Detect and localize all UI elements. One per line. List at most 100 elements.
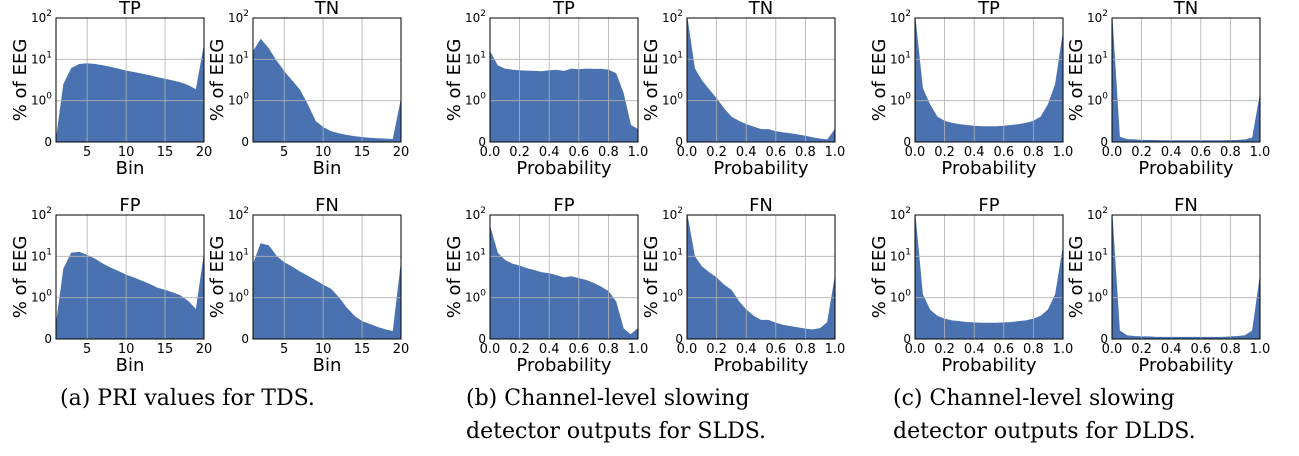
y-tick-label: 101 [890,50,911,66]
x-tick-label: 1.0 [825,342,846,357]
y-tick-label: 102 [1087,9,1108,25]
x-tick-label: 0.8 [598,145,619,160]
x-tick-label: 0.8 [1220,342,1241,357]
x-axis-label: Bin [313,158,342,179]
y-tick-label: 0 [241,332,249,346]
panel-title: TP [118,0,141,19]
panel-title: TN [1173,0,1198,19]
y-tick-label: 101 [465,50,486,66]
y-tick-label: 100 [465,289,486,305]
chart-panel-a-3: FP 5 10 15 20 Bin 0 100 101 102% of EEG [10,195,212,376]
x-tick-label: 0.6 [993,342,1014,357]
y-tick-label: 100 [662,289,683,305]
y-tick-label: 0 [1100,332,1108,346]
y-tick-label: 100 [890,92,911,108]
y-tick-label: 100 [465,92,486,108]
x-tick-label: 0.4 [1161,145,1182,160]
x-tick-label: 10 [315,342,332,357]
x-tick-label: 10 [315,145,332,160]
area-series [252,38,402,143]
x-tick-label: 0.2 [934,342,955,357]
x-tick-label: 1.0 [628,342,649,357]
y-tick-label: 0 [1100,135,1108,149]
x-axis-label: Bin [116,158,145,179]
panel-title: TN [748,0,773,19]
x-tick-label: 15 [354,342,371,357]
y-tick-label: 100 [662,92,683,108]
y-tick-label: 101 [662,50,683,66]
y-tick-label: 0 [675,135,683,149]
area-series [914,214,1064,340]
axes-frame [55,17,205,143]
x-tick-label: 0.6 [568,342,589,357]
y-tick-label: 0 [675,332,683,346]
axes-frame [1111,214,1261,340]
caption-line: (b) Channel-level slowing [466,386,750,411]
x-axis-label: Probability [713,355,808,376]
x-tick-label: 1.0 [1250,145,1271,160]
x-tick-label: 0.0 [480,342,501,357]
axes-frame [252,17,402,143]
x-tick-label: 0.4 [964,145,985,160]
x-tick-label: 0.6 [1190,342,1211,357]
y-tick-label: 100 [228,289,249,305]
y-tick-label: 100 [31,289,52,305]
x-tick-label: 5 [83,342,91,357]
y-tick-label: 0 [241,135,249,149]
x-tick-label: 20 [393,342,410,357]
y-axis-label: % of EEG [869,39,890,122]
y-tick-label: 101 [31,247,52,263]
y-tick-label: 102 [662,9,683,25]
y-tick-label: 0 [44,135,52,149]
panel-title: FP [553,195,574,216]
x-tick-label: 1.0 [628,145,649,160]
x-tick-label: 20 [196,145,213,160]
x-tick-label: 0.0 [677,145,698,160]
y-tick-label: 101 [228,247,249,263]
x-tick-label: 1.0 [1250,342,1271,357]
y-tick-label: 100 [1087,289,1108,305]
axes-frame [686,17,836,143]
y-tick-label: 102 [662,206,683,222]
chart-panel-a-4: FN 5 10 15 20 Bin 0 100 101 102% of EEG [207,195,409,376]
x-axis-label: Probability [516,158,611,179]
x-tick-label: 0.4 [736,145,757,160]
x-tick-label: 10 [118,342,135,357]
x-tick-label: 15 [157,342,174,357]
x-tick-label: 0.2 [706,145,727,160]
x-tick-label: 0.6 [993,145,1014,160]
chart-panel-c-3: FP 0.0 0.2 0.4 0.6 0.8 1.0 Probability 0 100 101 10… [869,195,1073,376]
x-axis-label: Probability [1138,158,1233,179]
y-tick-label: 101 [1087,50,1108,66]
y-tick-label: 101 [465,247,486,263]
x-tick-label: 0.2 [509,145,530,160]
y-tick-label: 102 [890,206,911,222]
y-tick-label: 102 [465,206,486,222]
x-tick-label: 0.2 [934,145,955,160]
y-tick-label: 101 [662,247,683,263]
x-axis-label: Probability [713,158,808,179]
caption-c: (c) Channel-level slowing detector outpu… [893,382,1196,448]
area-series [489,51,639,143]
x-tick-label: 0.4 [1161,342,1182,357]
y-axis-label: % of EEG [444,236,465,319]
x-tick-label: 5 [83,145,91,160]
x-tick-label: 1.0 [825,145,846,160]
y-axis-label: % of EEG [207,39,228,122]
chart-panel-c-4: FN 0.0 0.2 0.4 0.6 0.8 1.0 Probability 0 100 101 10… [1066,195,1270,376]
x-axis-label: Probability [941,158,1036,179]
chart-panel-b-1: TP 0.0 0.2 0.4 0.6 0.8 1.0 Probability 0 100 101 10… [444,0,648,179]
y-tick-label: 102 [890,9,911,25]
y-tick-label: 102 [31,9,52,25]
caption-line: detector outputs for SLDS. [466,419,767,444]
x-tick-label: 20 [393,145,410,160]
x-tick-label: 0.8 [1023,342,1044,357]
chart-panel-c-1: TP 0.0 0.2 0.4 0.6 0.8 1.0 Probability 0 100 101 10… [869,0,1073,179]
x-tick-label: 10 [118,145,135,160]
y-tick-label: 100 [228,92,249,108]
x-tick-label: 1.0 [1053,342,1074,357]
axes-frame [489,17,639,143]
y-tick-label: 101 [31,50,52,66]
y-tick-label: 0 [478,332,486,346]
